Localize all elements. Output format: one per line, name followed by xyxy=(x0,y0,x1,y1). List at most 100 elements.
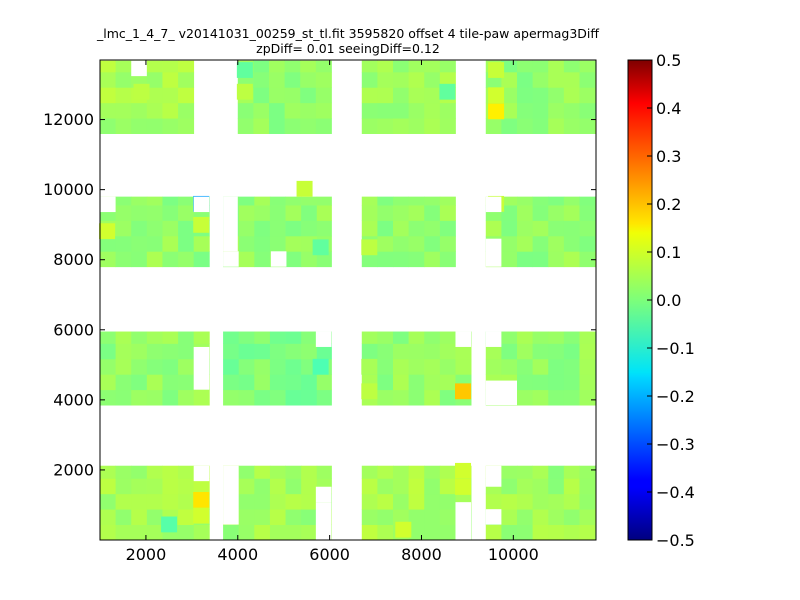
heatmap-cell xyxy=(501,205,518,221)
heatmap-cell xyxy=(254,389,271,406)
heatmap-cell xyxy=(361,205,378,221)
heatmap-cell xyxy=(193,524,210,541)
heatmap-cell xyxy=(146,235,163,252)
heatmap-cell xyxy=(238,358,255,375)
heatmap-cell xyxy=(424,509,441,525)
heatmap-cell xyxy=(146,331,163,344)
heatmap-cell xyxy=(424,389,441,406)
heatmap-cell xyxy=(439,235,456,252)
heatmap-cell xyxy=(223,331,240,344)
heatmap-cell xyxy=(424,220,441,237)
heatmap-cell xyxy=(254,358,271,375)
heatmap-cell xyxy=(361,60,378,73)
heatmap-cell xyxy=(377,205,394,221)
heatmap-cell xyxy=(253,87,270,104)
heatmap-cell xyxy=(253,118,270,134)
colorbar-tick-label: 0.4 xyxy=(656,99,681,118)
heatmap-cell-outlier xyxy=(361,358,378,375)
heatmap-cell xyxy=(131,493,148,510)
heatmap-cell-outlier xyxy=(193,507,210,524)
heatmap-cell xyxy=(115,343,132,360)
heatmap-cell xyxy=(361,71,378,88)
heatmap-cell xyxy=(563,524,580,541)
heatmap-cell xyxy=(254,493,271,510)
masked-cell xyxy=(131,60,147,77)
heatmap-cell xyxy=(254,331,271,344)
heatmap-cell xyxy=(300,102,317,119)
heatmap-cell-outlier xyxy=(296,180,313,197)
heatmap-cell xyxy=(178,331,195,344)
heatmap-cell xyxy=(517,374,534,391)
heatmap-cell xyxy=(393,343,410,360)
heatmap-cell xyxy=(253,102,270,119)
heatmap-cell xyxy=(424,118,441,134)
heatmap-cell xyxy=(563,343,580,360)
x-tick-label: 4000 xyxy=(217,545,258,564)
y-tick-label: 2000 xyxy=(53,460,94,479)
y-tick-label: 4000 xyxy=(53,390,94,409)
heatmap-cell xyxy=(223,343,240,360)
heatmap-cell xyxy=(178,251,195,268)
heatmap-cell xyxy=(100,478,117,495)
heatmap-cell xyxy=(501,71,518,88)
heatmap-cell xyxy=(548,478,565,495)
heatmap-cell xyxy=(178,509,195,525)
heatmap-cell xyxy=(532,374,549,391)
heatmap-cell xyxy=(439,220,456,237)
heatmap-cell xyxy=(115,87,132,104)
heatmap-cell xyxy=(285,509,302,525)
heatmap-cell xyxy=(548,220,565,237)
heatmap-cell xyxy=(408,358,425,375)
heatmap-cell xyxy=(517,220,534,237)
heatmap-cell xyxy=(501,478,518,495)
heatmap-cell xyxy=(315,102,332,119)
heatmap-cell xyxy=(315,118,332,134)
heatmap-cell xyxy=(285,220,302,237)
heatmap-cell xyxy=(501,87,518,104)
masked-cell xyxy=(485,380,518,406)
heatmap-cell xyxy=(162,251,179,268)
heatmap-cell xyxy=(301,478,318,495)
heatmap-cell xyxy=(115,60,132,73)
heatmap-cell xyxy=(393,478,410,495)
heatmap-cell xyxy=(146,87,163,104)
heatmap-cell xyxy=(532,60,549,73)
heatmap-cell xyxy=(162,205,179,221)
colorbar-tick-label: −0.4 xyxy=(656,483,695,502)
heatmap-cell xyxy=(131,358,148,375)
heatmap-cell xyxy=(316,196,332,206)
heatmap-cell xyxy=(193,235,210,252)
heatmap-cell xyxy=(532,358,549,375)
heatmap-cell xyxy=(393,220,410,237)
heatmap-cell xyxy=(162,389,179,406)
heatmap-cell xyxy=(579,87,596,104)
heatmap-cell xyxy=(532,331,549,344)
heatmap-cell-outlier xyxy=(455,479,472,495)
heatmap-cell xyxy=(131,374,148,391)
heatmap-cell xyxy=(548,102,565,119)
heatmap-cell xyxy=(162,102,179,119)
heatmap-cell-outlier xyxy=(439,83,456,100)
heatmap-cell xyxy=(439,251,456,268)
heatmap-cell xyxy=(501,220,518,237)
heatmap-cell xyxy=(579,358,596,375)
heatmap-cell xyxy=(408,524,425,541)
heatmap-cell xyxy=(563,509,580,525)
heatmap-cell xyxy=(424,102,441,119)
heatmap-cell-outlier xyxy=(193,216,210,233)
heatmap-cell xyxy=(377,465,394,479)
heatmap-cell xyxy=(100,524,117,541)
heatmap-cell xyxy=(146,71,163,88)
heatmap-cell xyxy=(285,478,302,495)
heatmap-cell xyxy=(579,196,596,206)
heatmap-cell xyxy=(316,374,332,391)
heatmap-cell xyxy=(162,343,179,360)
heatmap-cell xyxy=(301,196,318,206)
heatmap-cell xyxy=(579,251,596,268)
heatmap-cell xyxy=(532,235,549,252)
x-tick-label: 6000 xyxy=(309,545,350,564)
heatmap-cell xyxy=(393,465,410,479)
heatmap-cell xyxy=(285,235,302,252)
heatmap-cell xyxy=(100,389,117,406)
heatmap-cell xyxy=(548,509,565,525)
